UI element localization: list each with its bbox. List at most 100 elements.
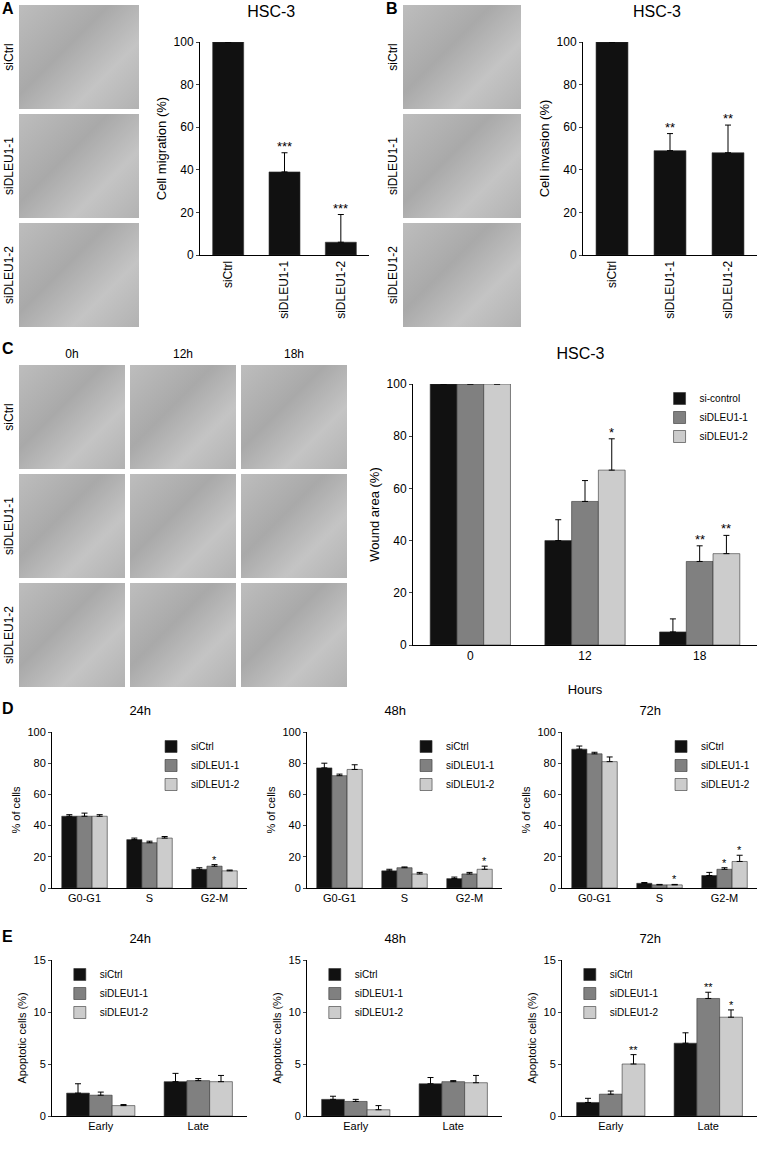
svg-text:siCtrl: siCtrl — [610, 969, 633, 980]
svg-text:60: 60 — [563, 120, 577, 134]
svg-text:siDLEU1-2: siDLEU1-2 — [100, 1007, 149, 1018]
svg-text:100: 100 — [27, 726, 45, 738]
svg-text:**: ** — [629, 1044, 638, 1056]
svg-text:HSC-3: HSC-3 — [633, 3, 681, 20]
svg-text:100: 100 — [557, 35, 577, 49]
svg-text:siDLEU1-2: siDLEU1-2 — [355, 1007, 404, 1018]
svg-text:80: 80 — [544, 757, 556, 769]
svg-text:15: 15 — [289, 954, 301, 966]
svg-text:HSC-3: HSC-3 — [556, 345, 604, 362]
svg-text:60: 60 — [393, 482, 407, 496]
svg-text:80: 80 — [34, 757, 46, 769]
svg-text:siCtrl: siCtrl — [605, 261, 619, 288]
svg-text:80: 80 — [563, 78, 577, 92]
svg-text:Late: Late — [443, 1120, 464, 1132]
svg-text:18: 18 — [693, 649, 707, 663]
svg-text:40: 40 — [289, 819, 301, 831]
svg-text:siCtrl: siCtrl — [100, 969, 123, 980]
svg-text:80: 80 — [289, 757, 301, 769]
svg-text:Apoptotic cells (%): Apoptotic cells (%) — [526, 992, 538, 1083]
svg-text:HSC-3: HSC-3 — [247, 3, 295, 20]
svg-text:10: 10 — [544, 1006, 556, 1018]
svg-text:siDLEU1-1: siDLEU1-1 — [700, 412, 749, 423]
svg-text:20: 20 — [289, 851, 301, 863]
svg-text:siDLEU1-2: siDLEU1-2 — [721, 260, 735, 318]
svg-text:siCtrl: siCtrl — [701, 741, 724, 752]
svg-text:15: 15 — [544, 954, 556, 966]
svg-text:Early: Early — [598, 1120, 624, 1132]
svg-text:*: * — [672, 873, 677, 885]
svg-text:siDLEU1-1: siDLEU1-1 — [355, 988, 404, 999]
svg-text:G0-G1: G0-G1 — [578, 892, 611, 904]
svg-text:15: 15 — [34, 954, 46, 966]
svg-text:10: 10 — [289, 1006, 301, 1018]
svg-text:% of cells: % of cells — [265, 786, 277, 834]
svg-text:60: 60 — [34, 788, 46, 800]
svg-text:**: ** — [721, 521, 731, 536]
svg-text:siDLEU1-1: siDLEU1-1 — [663, 260, 677, 318]
svg-text:siCtrl: siCtrl — [191, 741, 214, 752]
svg-text:100: 100 — [387, 377, 407, 391]
svg-text:72h: 72h — [639, 931, 661, 946]
svg-text:0: 0 — [400, 638, 407, 652]
svg-text:**: ** — [704, 981, 713, 993]
svg-text:100: 100 — [282, 726, 300, 738]
svg-text:Apoptotic cells (%): Apoptotic cells (%) — [271, 992, 283, 1083]
svg-text:20: 20 — [563, 206, 577, 220]
svg-text:0: 0 — [40, 882, 46, 894]
svg-text:20: 20 — [180, 206, 194, 220]
svg-text:60: 60 — [180, 120, 194, 134]
svg-text:Cell invasion (%): Cell invasion (%) — [537, 100, 552, 198]
svg-text:siDLEU1-1: siDLEU1-1 — [446, 760, 495, 771]
svg-text:siDLEU1-2: siDLEU1-2 — [610, 1007, 659, 1018]
svg-text:20: 20 — [544, 851, 556, 863]
svg-text:si-control: si-control — [700, 393, 741, 404]
svg-text:S: S — [401, 892, 408, 904]
svg-text:24h: 24h — [129, 703, 151, 718]
svg-text:Late: Late — [698, 1120, 719, 1132]
svg-text:72h: 72h — [639, 703, 661, 718]
svg-text:Cell migration (%): Cell migration (%) — [154, 97, 169, 200]
svg-text:G2-M: G2-M — [711, 892, 739, 904]
svg-text:100: 100 — [537, 726, 555, 738]
svg-text:Late: Late — [188, 1120, 209, 1132]
svg-text:% of cells: % of cells — [520, 786, 532, 834]
svg-text:12: 12 — [578, 649, 592, 663]
svg-text:**: ** — [695, 532, 705, 547]
svg-text:80: 80 — [393, 429, 407, 443]
svg-text:siDLEU1-1: siDLEU1-1 — [100, 988, 149, 999]
svg-text:*: * — [737, 844, 742, 856]
svg-text:40: 40 — [563, 163, 577, 177]
svg-text:24h: 24h — [129, 931, 151, 946]
svg-text:Early: Early — [343, 1120, 369, 1132]
svg-text:S: S — [656, 892, 663, 904]
svg-text:48h: 48h — [384, 703, 406, 718]
svg-text:siDLEU1-1: siDLEU1-1 — [610, 988, 659, 999]
svg-text:***: *** — [333, 201, 348, 216]
svg-text:0: 0 — [40, 1110, 46, 1122]
svg-text:siCtrl: siCtrl — [355, 969, 378, 980]
svg-text:40: 40 — [544, 819, 556, 831]
svg-text:0: 0 — [570, 248, 577, 262]
svg-text:0: 0 — [295, 882, 301, 894]
svg-text:siDLEU1-2: siDLEU1-2 — [334, 260, 348, 318]
svg-text:G0-G1: G0-G1 — [323, 892, 356, 904]
svg-text:siCtrl: siCtrl — [446, 741, 469, 752]
svg-text:siCtrl: siCtrl — [221, 261, 235, 288]
svg-text:5: 5 — [40, 1058, 46, 1070]
svg-text:% of cells: % of cells — [10, 786, 22, 834]
svg-text:0: 0 — [187, 248, 194, 262]
svg-text:48h: 48h — [384, 931, 406, 946]
svg-text:40: 40 — [34, 819, 46, 831]
svg-text:100: 100 — [174, 35, 194, 49]
svg-text:0: 0 — [467, 649, 474, 663]
svg-text:G2-M: G2-M — [201, 892, 229, 904]
svg-text:Apoptotic cells (%): Apoptotic cells (%) — [16, 992, 28, 1083]
svg-text:***: *** — [277, 139, 292, 154]
svg-text:0: 0 — [550, 1110, 556, 1122]
svg-text:40: 40 — [393, 534, 407, 548]
svg-text:60: 60 — [544, 788, 556, 800]
svg-text:Hours: Hours — [568, 682, 603, 697]
svg-text:*: * — [729, 999, 734, 1011]
svg-text:siDLEU1-2: siDLEU1-2 — [191, 779, 240, 790]
